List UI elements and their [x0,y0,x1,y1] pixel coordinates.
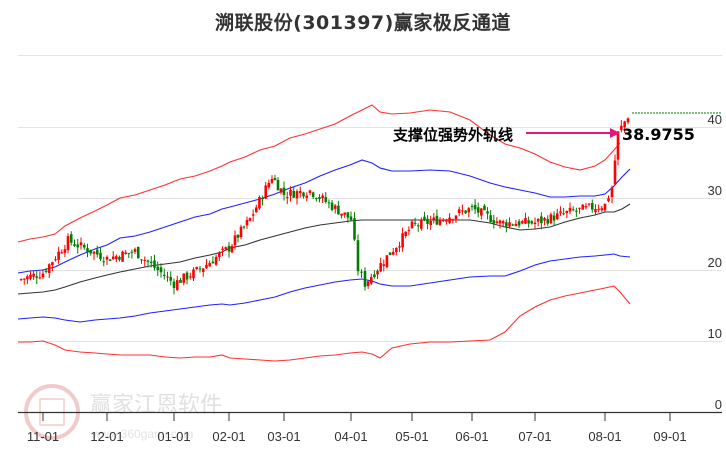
y-tick-0: 0 [715,397,722,412]
x-tick-label: 02-01 [212,429,245,444]
x-tick-label: 01-01 [157,429,190,444]
x-tick-label: 05-01 [395,429,428,444]
x-tick-label: 03-01 [267,429,300,444]
x-tick-label: 04-01 [334,429,367,444]
x-tick-label: 11-01 [27,429,59,444]
upper-outer-band [17,104,621,243]
annotation-value: 38.9755 [622,125,695,144]
x-tick-label: 06-01 [455,429,488,444]
x-tick-label: 08-01 [588,429,621,444]
x-tick-label: 12-01 [90,429,123,444]
annotation-label: 支撑位强势外轨线 [392,126,513,144]
y-tick-30: 30 [708,183,722,198]
watermark: 赢家江恩软件 www.360gann.com [24,384,222,441]
channel-bands [17,104,631,362]
candlesticks [19,117,630,295]
arrow-head-icon [610,128,620,138]
watermark-brand: 赢家江恩软件 [90,393,222,418]
y-axis: 40 30 20 10 0 [708,112,722,412]
y-tick-40: 40 [708,112,722,127]
x-axis: 11-01 12-01 01-01 02-01 03-01 04-01 05-0… [18,411,722,444]
upper-inner-band [17,159,631,274]
x-tick-label: 07-01 [518,429,551,444]
y-tick-10: 10 [708,326,722,341]
x-tick-label: 09-01 [653,429,686,444]
lower-inner-band [17,253,631,323]
chart-title: 溯联股份(301397)赢家极反通道 [215,12,511,34]
watermark-url: www.360gann.com [91,427,193,441]
gridlines [18,55,722,342]
support-annotation: 支撑位强势外轨线 38.9755 [392,125,695,144]
lower-outer-band [18,285,631,362]
y-tick-20: 20 [708,255,722,270]
middle-line [17,203,631,295]
